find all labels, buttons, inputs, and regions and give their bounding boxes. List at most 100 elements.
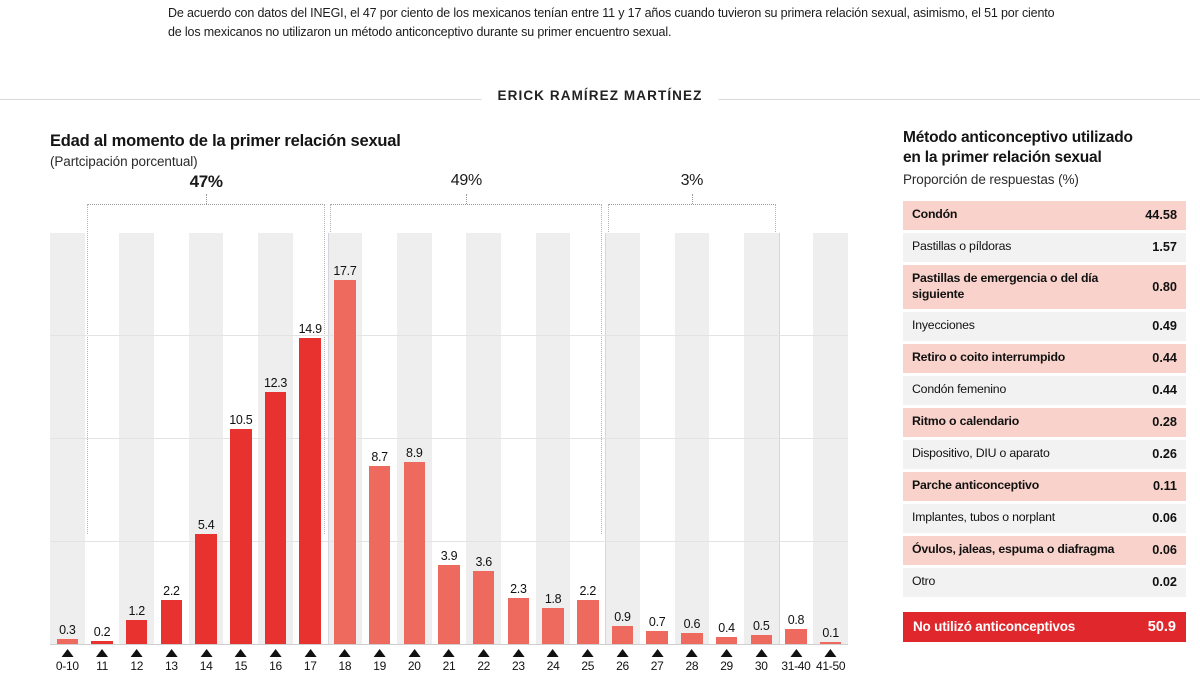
bar-value-label: 0.4 (718, 620, 735, 635)
method-row: Condón femenino 0.44 (903, 375, 1186, 405)
bar-value-label: 0.6 (683, 616, 701, 631)
method-value: 0.02 (1152, 575, 1177, 590)
chart-plot-area: 0.3 0.2 1.2 2.2 5.4 10.5 12.3 14.9 17.7 8.7 8.9 3.9… (50, 233, 848, 645)
triangle-marker-icon (581, 649, 594, 657)
triangle-marker-icon (200, 649, 213, 657)
bar-fill (681, 632, 703, 645)
x-axis-label: 31-40 (781, 659, 811, 673)
bracket-percent-label: 3% (680, 172, 704, 189)
bar: 3.9 (438, 549, 460, 645)
x-axis-tick: 20 (408, 649, 421, 673)
bracket-stem (691, 194, 693, 204)
x-axis-tick: 13 (165, 649, 178, 673)
column-band (50, 233, 85, 645)
method-row: Óvulos, jaleas, espuma o diafragma 0.06 (903, 535, 1186, 565)
method-value: 0.06 (1152, 543, 1177, 558)
byline-author: ERICK RAMÍREZ MARTÍNEZ (481, 88, 719, 103)
bar-value-label: 0.2 (93, 624, 111, 639)
x-axis-tick: 27 (651, 649, 664, 673)
method-value: 0.28 (1152, 415, 1177, 430)
bar-fill (715, 636, 738, 645)
triangle-marker-icon (651, 649, 664, 657)
bar-value-label: 2.2 (579, 583, 597, 598)
bar-value-label: 0.3 (59, 622, 76, 637)
method-value: 0.80 (1152, 279, 1177, 294)
bar-fill (56, 638, 79, 645)
triangle-marker-icon (96, 649, 109, 657)
triangle-marker-icon (304, 649, 317, 657)
x-axis-tick: 24 (547, 649, 560, 673)
column-band (813, 233, 848, 645)
bracket-annotation: 3% (607, 172, 776, 534)
bar-fill (750, 634, 772, 645)
bar-value-label: 0.9 (614, 610, 631, 625)
method-value: 1.57 (1152, 240, 1177, 255)
x-axis-tick: 15 (234, 649, 247, 673)
bracket-hbar (87, 204, 325, 205)
x-axis-tick: 19 (373, 649, 386, 673)
x-axis-tick: 25 (581, 649, 594, 673)
byline: ERICK RAMÍREZ MARTÍNEZ (0, 88, 1200, 112)
x-axis-tick: 21 (443, 649, 456, 673)
bar-fill (438, 564, 460, 645)
chart-baseline (50, 644, 848, 645)
panel-subtitle: Proporción de respuestas (%) (903, 171, 1079, 187)
bar: 0.1 (819, 626, 842, 645)
bracket-annotations: 47% 49% 3% (50, 172, 848, 534)
bar-value-label: 2.2 (163, 583, 180, 598)
no-contraceptive-label: No utilizó anticonceptivos (913, 619, 1076, 635)
x-axis-tick: 31-40 (781, 649, 811, 673)
bar-fill (91, 640, 113, 645)
triangle-marker-icon (685, 649, 698, 657)
bar: 12.3 (264, 376, 287, 645)
bar-value-label: 3.9 (440, 548, 458, 563)
column-band (743, 233, 779, 645)
bar-fill (542, 607, 564, 645)
method-label: Óvulos, jaleas, espuma o diafragma (912, 542, 1115, 557)
bar: 0.7 (646, 615, 668, 645)
intro-paragraph: De acuerdo con datos del INEGI, el 47 po… (168, 6, 1055, 39)
x-axis-label: 16 (269, 659, 282, 673)
x-axis-tick: 12 (130, 649, 143, 673)
bar: 5.4 (195, 518, 217, 645)
method-label: Ritmo o calendario (912, 414, 1020, 429)
method-value: 44.58 (1145, 208, 1177, 223)
bar-value-label: 1.8 (544, 591, 562, 606)
x-axis-label: 0-10 (55, 659, 79, 673)
method-label: Implantes, tubos o norplant (912, 510, 1055, 525)
bar-fill (230, 428, 252, 645)
bar-fill (368, 465, 391, 645)
no-contraceptive-value: 50.9 (1147, 618, 1176, 635)
x-axis-tick: 41-50 (816, 649, 846, 673)
bar: 1.2 (125, 604, 148, 645)
method-row: Inyecciones 0.49 (903, 311, 1186, 341)
group-separator (605, 233, 607, 645)
triangle-marker-icon (616, 649, 629, 657)
x-axis-label: 27 (650, 659, 664, 673)
x-axis-label: 25 (581, 659, 595, 673)
bar-value-label: 12.3 (263, 375, 288, 390)
method-row: Otro 0.02 (903, 567, 1186, 597)
x-axis-label: 22 (477, 659, 491, 673)
method-label: Condón (912, 207, 958, 222)
bar-fill (334, 280, 356, 645)
triangle-marker-icon (165, 649, 178, 657)
column-band (535, 233, 571, 645)
triangle-marker-icon (234, 649, 247, 657)
bar: 2.3 (507, 582, 530, 645)
x-axis-tick: 28 (685, 649, 699, 673)
bar: 2.2 (577, 584, 599, 645)
x-axis-tick: 23 (512, 649, 525, 673)
triangle-marker-icon (512, 649, 525, 657)
gridline (50, 541, 848, 542)
bar-fill (264, 391, 287, 645)
bar-fill (507, 597, 530, 645)
chart-subtitle: (Partcipación porcentual) (50, 154, 198, 169)
bar-value-label: 0.1 (822, 626, 839, 640)
bar-value-label: 14.9 (298, 322, 322, 337)
method-row: Implantes, tubos o norplant 0.06 (903, 503, 1186, 533)
triangle-marker-icon (755, 649, 768, 657)
x-axis-label: 30 (754, 659, 768, 673)
x-axis-label: 14 (199, 659, 213, 673)
method-label: Parche anticonceptivo (912, 478, 1040, 493)
